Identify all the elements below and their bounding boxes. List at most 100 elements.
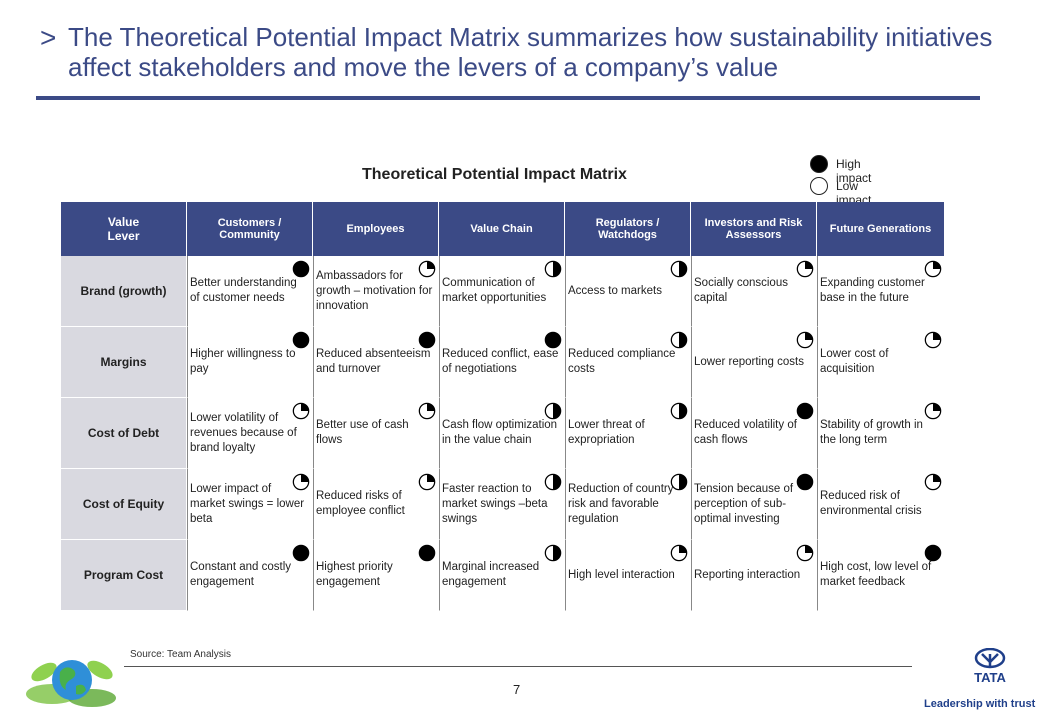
impact-cell: Reduction of country risk and favorable … [565, 469, 691, 540]
impact-cell: High cost, low level of market feedback [817, 540, 945, 611]
harvey-ball-icon [292, 402, 310, 420]
impact-cell: Reporting interaction [691, 540, 817, 611]
impact-cell: Cash flow optimization in the value chai… [439, 398, 565, 469]
impact-description: Stability of growth in the long term [820, 419, 923, 446]
value-lever-cell: Cost of Debt [61, 398, 187, 469]
harvey-ball-icon [418, 544, 436, 562]
header-value-chain: Value Chain [439, 202, 565, 256]
impact-description: Reduced conflict, ease of negotiations [442, 348, 559, 375]
table-row: Cost of Debt Lower volatility of revenues… [61, 398, 945, 469]
value-lever-cell: Brand (growth) [61, 256, 187, 327]
harvey-ball-icon [924, 544, 942, 562]
header-employees: Employees [313, 202, 439, 256]
legend-high-label: High impact [836, 157, 872, 185]
impact-cell: Better use of cash flows [313, 398, 439, 469]
harvey-ball-icon [292, 260, 310, 278]
impact-cell: Reduced compliance costs [565, 327, 691, 398]
impact-description: Reduced risk of environmental crisis [820, 490, 922, 517]
harvey-ball-icon [670, 260, 688, 278]
impact-cell: Socially conscious capital [691, 256, 817, 327]
impact-cell: Lower reporting costs [691, 327, 817, 398]
page-number: 7 [513, 682, 521, 697]
impact-description: Reduced absenteeism and turnover [316, 348, 431, 375]
harvey-ball-icon [292, 544, 310, 562]
impact-description: Lower reporting costs [694, 355, 804, 368]
value-lever-cell: Margins [61, 327, 187, 398]
harvey-ball-icon [924, 331, 942, 349]
impact-cell: Tension because of perception of sub-opt… [691, 469, 817, 540]
tata-logo-icon: TATA [974, 648, 1006, 684]
impact-description: Faster reaction to market swings –beta s… [442, 482, 548, 525]
impact-description: Highest priority engagement [316, 561, 393, 588]
impact-cell: Lower impact of market swings = lower be… [187, 469, 313, 540]
impact-cell: Lower cost of acquisition [817, 327, 945, 398]
impact-cell: Access to markets [565, 256, 691, 327]
harvey-ball-icon [292, 473, 310, 491]
impact-cell: Lower threat of expropriation [565, 398, 691, 469]
impact-description: Marginal increased engagement [442, 561, 540, 588]
footer-divider [124, 666, 912, 667]
table-row: Program Cost Constant and costly engageme… [61, 540, 945, 611]
impact-cell: Highest priority engagement [313, 540, 439, 611]
harvey-ball-icon [418, 331, 436, 349]
impact-cell: Reduced risks of employee conflict [313, 469, 439, 540]
header-label: Value Lever [107, 215, 140, 243]
impact-description: Reporting interaction [694, 568, 801, 581]
header-investors: Investors and Risk Assessors [691, 202, 817, 256]
harvey-ball-icon [796, 544, 814, 562]
impact-cell: Constant and costly engagement [187, 540, 313, 611]
harvey-ball-icon [670, 331, 688, 349]
svg-text:TATA: TATA [974, 670, 1006, 684]
harvey-ball-icon [544, 331, 562, 349]
matrix-title: Theoretical Potential Impact Matrix [362, 166, 627, 183]
impact-description: Reduced compliance costs [568, 348, 676, 375]
harvey-ball-icon [670, 473, 688, 491]
table-row: Margins Higher willingness to pay Reduced … [61, 327, 945, 398]
impact-description: Reduction of country risk and favorable … [568, 482, 674, 525]
harvey-ball-icon [670, 544, 688, 562]
impact-description: Communication of market opportunities [442, 277, 547, 304]
impact-description: Lower volatility of revenues because of … [190, 411, 297, 454]
impact-cell: Marginal increased engagement [439, 540, 565, 611]
impact-cell: Higher willingness to pay [187, 327, 313, 398]
harvey-ball-icon [544, 473, 562, 491]
table-header-row: Value Lever Customers / Community Employe… [61, 202, 945, 256]
impact-description: Socially conscious capital [694, 277, 788, 304]
impact-description: Lower impact of market swings = lower be… [190, 482, 305, 525]
impact-cell: Faster reaction to market swings –beta s… [439, 469, 565, 540]
impact-cell: Communication of market opportunities [439, 256, 565, 327]
impact-cell: High level interaction [565, 540, 691, 611]
table-row: Cost of Equity Lower impact of market swi… [61, 469, 945, 540]
impact-description: Access to markets [568, 284, 662, 297]
impact-description: High cost, low level of market feedback [820, 561, 932, 588]
harvey-ball-icon [544, 402, 562, 420]
header-value-lever: Value Lever [61, 202, 187, 256]
impact-description: Better understanding of customer needs [190, 277, 297, 304]
slide-title: The Theoretical Potential Impact Matrix … [68, 22, 993, 82]
impact-description: High level interaction [568, 568, 675, 581]
impact-cell: Reduced absenteeism and turnover [313, 327, 439, 398]
impact-cell: Lower volatility of revenues because of … [187, 398, 313, 469]
title-divider [36, 96, 980, 100]
header-regulators: Regulators / Watchdogs [565, 202, 691, 256]
impact-description: Constant and costly engagement [190, 561, 292, 588]
globe-leaves-icon [26, 660, 116, 707]
harvey-ball-icon [924, 260, 942, 278]
impact-description: Better use of cash flows [316, 419, 409, 446]
harvey-ball-icon [418, 473, 436, 491]
impact-description: Cash flow optimization in the value chai… [442, 419, 558, 446]
impact-cell: Better understanding of customer needs [187, 256, 313, 327]
impact-matrix-table: Value Lever Customers / Community Employe… [61, 202, 945, 611]
harvey-ball-icon [924, 473, 942, 491]
value-lever-cell: Program Cost [61, 540, 187, 611]
impact-cell: Ambassadors for growth – motivation for … [313, 256, 439, 327]
harvey-ball-icon [796, 402, 814, 420]
impact-description: Expanding customer base in the future [820, 277, 925, 304]
harvey-ball-icon [924, 402, 942, 420]
header-future-generations: Future Generations [817, 202, 945, 256]
title-bullet: > [40, 22, 57, 53]
impact-description: Reduced risks of employee conflict [316, 490, 405, 517]
harvey-ball-icon [418, 260, 436, 278]
harvey-ball-icon [796, 473, 814, 491]
impact-description: Lower cost of acquisition [820, 348, 889, 375]
